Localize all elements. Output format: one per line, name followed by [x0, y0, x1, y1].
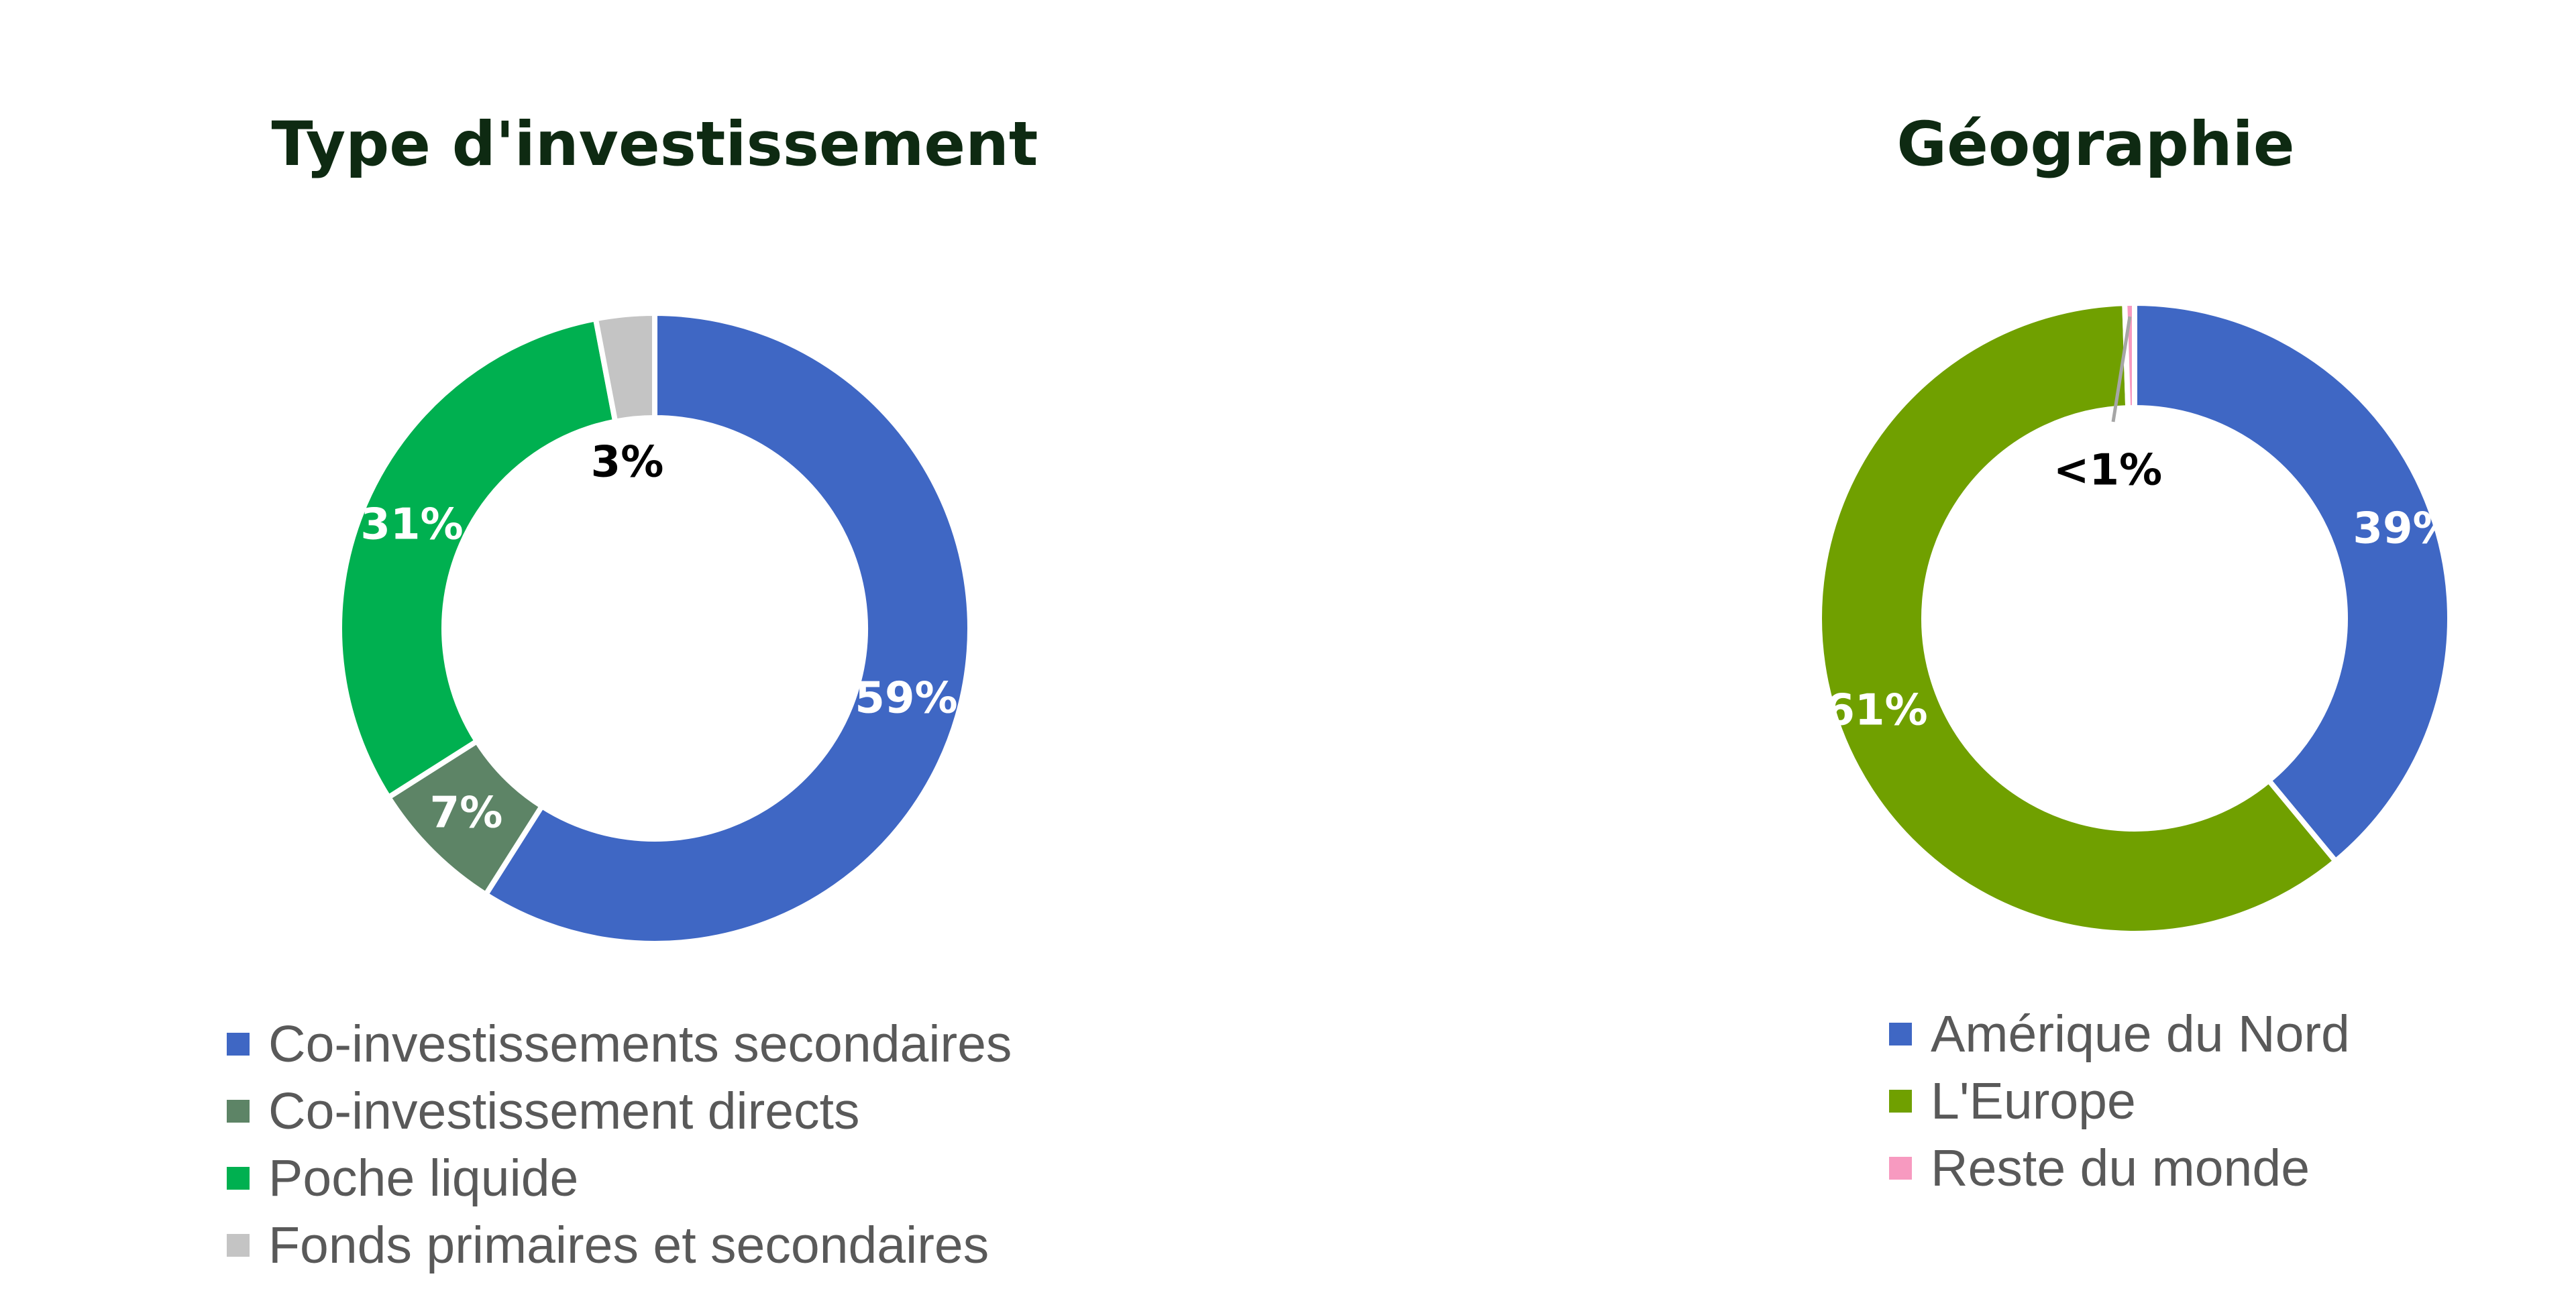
legend-item-reste-du-monde: Reste du monde — [1889, 1135, 2350, 1202]
data-label-fonds-primaires-et-secondaires: 3% — [591, 438, 664, 488]
legend-label: Reste du monde — [1931, 1139, 2310, 1197]
donut-segment-amerique-du-nord — [2132, 300, 2453, 864]
donut-segment-l-europe — [1817, 300, 2339, 936]
leader-line-reste-du-monde — [2111, 316, 2132, 422]
legend-item-co-investissement-directs: Co-investissement directs — [227, 1078, 1012, 1145]
legend-swatch — [1889, 1157, 1912, 1180]
legend-item-amerique-du-nord: Amérique du Nord — [1889, 1001, 2350, 1068]
legend-label: Poche liquide — [268, 1149, 579, 1207]
legend-item-fonds-primaires-et-secondaires: Fonds primaires et secondaires — [227, 1212, 1012, 1279]
legend-label: Co-investissements secondaires — [268, 1015, 1012, 1073]
donut-segment-fonds-primaires-et-secondaires — [592, 310, 657, 425]
data-label-co-investissement-directs: 7% — [430, 789, 503, 838]
legend-item-co-investissements-secondaires: Co-investissements secondaires — [227, 1011, 1012, 1078]
legend-item-poche-liquide: Poche liquide — [227, 1145, 1012, 1212]
legend-investment-type: Co-investissements secondaires Co-investi… — [227, 1011, 1012, 1279]
legend-swatch — [227, 1234, 250, 1257]
legend-swatch — [1889, 1090, 1912, 1113]
legend-label: L'Europe — [1931, 1072, 2136, 1130]
chart-title-investment-type: Type d'investissement — [271, 109, 1038, 180]
legend-swatch — [227, 1033, 250, 1056]
legend-label: Fonds primaires et secondaires — [268, 1216, 989, 1274]
data-label-reste-du-monde: <1% — [2053, 446, 2162, 496]
data-label-co-investissements-secondaires: 59% — [855, 674, 957, 724]
legend-label: Co-investissement directs — [268, 1082, 860, 1140]
data-label-l-europe: 61% — [1825, 686, 1927, 736]
legend-swatch — [227, 1100, 250, 1123]
data-label-poche-liquide: 31% — [360, 500, 463, 550]
chart-title-geography: Géographie — [1896, 109, 2295, 180]
legend-swatch — [1889, 1023, 1912, 1045]
legend-label: Amérique du Nord — [1931, 1005, 2350, 1063]
data-label-amerique-du-nord: 39% — [2353, 504, 2455, 554]
donut-segment-poche-liquide — [337, 316, 619, 800]
legend-item-l-europe: L'Europe — [1889, 1068, 2350, 1135]
legend-swatch — [227, 1167, 250, 1190]
donut-segment-co-investissements-secondaires — [483, 310, 973, 946]
legend-geography: Amérique du Nord L'Europe Reste du monde — [1889, 1001, 2350, 1202]
